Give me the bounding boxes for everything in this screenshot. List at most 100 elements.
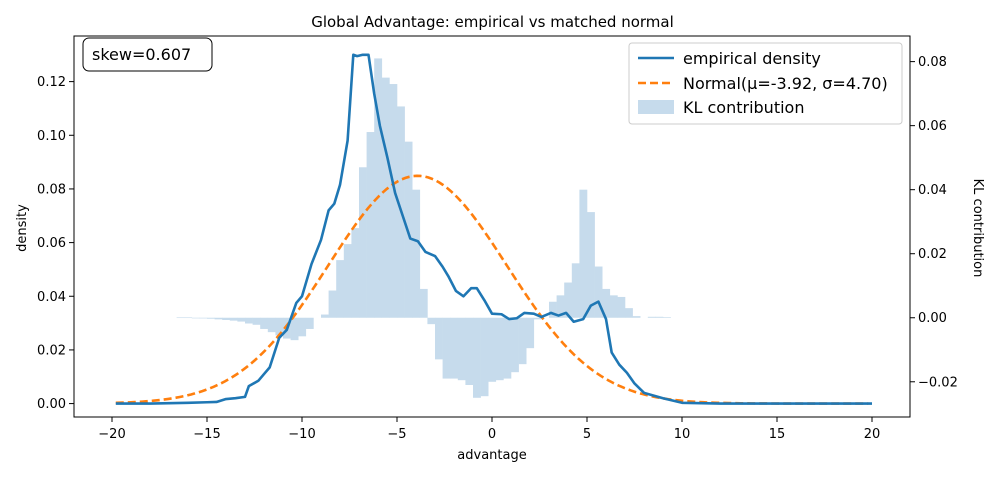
kl-bar (655, 316, 664, 318)
skew-annotation-box (82, 37, 213, 72)
kl-bar (245, 317, 253, 324)
x-tick-label: 15 (769, 427, 786, 442)
kl-contribution-bars (176, 58, 671, 398)
kl-bar (480, 317, 489, 397)
kl-bar (465, 317, 474, 385)
kl-bar (176, 317, 185, 319)
kl-bar (518, 317, 527, 365)
kl-bar (199, 317, 208, 319)
x-axis: −20 −15 −10 −5 0 5 10 15 20 (98, 417, 880, 442)
kl-bar (427, 317, 436, 325)
kl-bar (435, 317, 443, 360)
kl-bar (222, 317, 231, 320)
kl-bar (412, 189, 421, 318)
kl-bar (457, 317, 466, 381)
kl-bar (663, 317, 671, 318)
kl-bar (184, 317, 193, 319)
legend-frame (628, 42, 903, 125)
kl-bar (275, 317, 284, 336)
kl-bar (359, 167, 367, 318)
kl-bar (321, 314, 329, 318)
legend-label-normal: Normal(μ=-3.92, σ=4.70) (683, 74, 888, 93)
kl-bar (594, 266, 603, 318)
kl-bar (450, 317, 459, 379)
kl-bar (488, 317, 497, 382)
kl-bar (207, 317, 215, 319)
kl-bar (305, 317, 314, 329)
legend-label-kl: KL contribution (683, 98, 804, 117)
x-tick-label: −5 (387, 427, 406, 442)
y2-tick-label: 0.02 (918, 247, 947, 262)
y-tick-label: 0.12 (37, 75, 66, 90)
x-tick-label: −15 (193, 427, 220, 442)
kl-bar (625, 308, 633, 318)
legend-swatch-kl (638, 100, 674, 114)
skew-annotation: skew=0.607 (82, 37, 213, 72)
kl-bar (587, 212, 595, 318)
kl-bar (191, 317, 200, 319)
kl-bar (389, 84, 398, 318)
kl-bar (473, 317, 481, 398)
kl-bar (229, 317, 238, 321)
kl-bar (533, 317, 542, 320)
legend-label-empirical: empirical density (683, 49, 821, 68)
kl-bar (632, 316, 641, 318)
y-tick-label: 0.08 (37, 182, 66, 197)
y-axis-left: 0.00 0.02 0.04 0.06 0.08 0.10 0.12 (37, 75, 74, 412)
empirical-series (115, 53, 872, 405)
empirical-curve (115, 53, 872, 405)
y2-tick-label: −0.02 (918, 375, 958, 390)
kl-bar (328, 290, 337, 318)
kl-bar (602, 288, 611, 318)
x-tick-label: 5 (583, 427, 591, 442)
kl-bar (549, 301, 557, 318)
y-tick-label: 0.00 (37, 397, 66, 412)
kl-bar (290, 317, 299, 341)
kl-bar (579, 189, 588, 318)
kl-bar (351, 228, 360, 318)
y2-axis-label: KL contribution (970, 179, 985, 278)
kl-bar (366, 132, 375, 318)
y-tick-label: 0.02 (37, 343, 66, 358)
x-tick-label: −20 (98, 427, 125, 442)
kl-bar (260, 317, 269, 329)
kl-bar (267, 317, 276, 333)
y-tick-label: 0.06 (37, 236, 66, 251)
kl-bar (298, 317, 307, 337)
kl-bar (442, 317, 451, 379)
y-axis-label: density (15, 204, 30, 252)
kl-bar (237, 317, 246, 322)
skew-annotation-text: skew=0.607 (92, 45, 191, 64)
kl-bar (511, 317, 519, 373)
kl-bar (503, 317, 512, 379)
kl-bar (609, 295, 618, 318)
y2-tick-label: 0.00 (918, 311, 947, 326)
kl-bar (495, 317, 504, 381)
kl-bar (564, 282, 573, 318)
kl-bar (381, 77, 390, 318)
kl-bar (343, 244, 352, 318)
kl-bar (419, 288, 428, 318)
x-axis-label: advantage (457, 448, 526, 463)
kl-bar (617, 296, 626, 318)
kl-bar (647, 316, 656, 318)
x-tick-label: −10 (288, 427, 315, 442)
y2-tick-label: 0.08 (918, 55, 947, 70)
kl-bar (374, 58, 383, 318)
kl-bar (571, 263, 580, 318)
kl-bar (526, 317, 535, 349)
kl-bar (252, 317, 261, 325)
y2-tick-label: 0.04 (918, 183, 947, 198)
kl-bar (556, 295, 565, 318)
x-tick-label: 0 (488, 427, 496, 442)
y2-tick-label: 0.06 (918, 119, 947, 134)
legend: empirical density Normal(μ=-3.92, σ=4.70… (628, 42, 903, 125)
kl-bar (214, 317, 223, 320)
y-tick-label: 0.10 (37, 129, 66, 144)
chart-title: Global Advantage: empirical vs matched n… (311, 13, 674, 31)
x-tick-label: 10 (674, 427, 691, 442)
kl-bar (336, 260, 345, 318)
x-tick-label: 20 (864, 427, 881, 442)
y-tick-label: 0.04 (37, 290, 66, 305)
